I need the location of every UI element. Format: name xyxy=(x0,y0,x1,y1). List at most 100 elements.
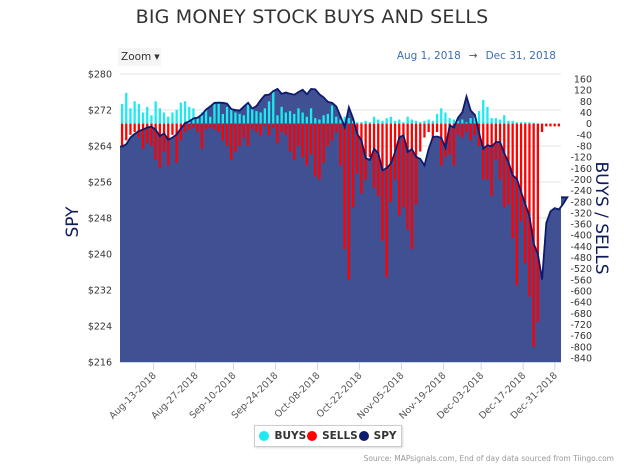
sells-bar xyxy=(423,123,426,138)
sells-bar xyxy=(259,123,262,135)
sells-bar xyxy=(515,123,518,286)
buys-bar xyxy=(251,108,254,124)
y-right-tick-label: -280 xyxy=(570,197,592,208)
sells-bar xyxy=(297,123,300,146)
buys-bar xyxy=(419,122,422,124)
sells-bar xyxy=(318,123,321,180)
sells-bar xyxy=(431,123,434,141)
date-range-from[interactable]: Aug 1, 2018 xyxy=(396,50,461,62)
buys-bar xyxy=(368,122,371,124)
buys-bar xyxy=(129,108,132,124)
buys-bar xyxy=(427,119,430,124)
buys-bar xyxy=(385,118,388,124)
y-right-tick-label: -800 xyxy=(570,342,592,353)
date-range[interactable]: Aug 1, 2018 → Dec 31, 2018 xyxy=(397,50,556,62)
buys-bar xyxy=(288,111,292,124)
y-right-tick-label: -160 xyxy=(570,164,592,175)
buys-bar xyxy=(393,120,397,124)
sells-dot-icon xyxy=(307,431,318,441)
sells-bar xyxy=(536,123,539,322)
buys-bar xyxy=(246,104,250,124)
legend: BUYS SELLS SPY xyxy=(254,425,402,447)
sells-bar xyxy=(175,123,178,163)
arrow-right-icon: → xyxy=(468,50,478,62)
sells-bar xyxy=(167,123,170,166)
sells-bar xyxy=(364,123,367,180)
sells-bar xyxy=(301,123,304,158)
buys-bar xyxy=(482,99,485,124)
date-range-to[interactable]: Dec 31, 2018 xyxy=(485,50,556,62)
buys-bar xyxy=(406,116,409,124)
y-left-tick-label: $232 xyxy=(88,286,112,297)
sells-bar xyxy=(196,123,199,132)
sells-bar xyxy=(234,123,237,152)
sells-bar xyxy=(473,123,476,135)
sells-bar xyxy=(251,123,254,130)
sells-bar xyxy=(246,123,250,146)
legend-item-sells[interactable]: SELLS xyxy=(307,430,358,442)
sells-bar xyxy=(557,123,560,127)
sells-bar xyxy=(255,123,258,132)
sells-bar xyxy=(125,123,128,141)
sells-bar xyxy=(519,123,523,222)
zoom-button[interactable]: Zoom ▼ xyxy=(118,48,161,66)
buys-bar xyxy=(318,119,321,124)
sells-bar xyxy=(183,123,187,132)
sells-bar xyxy=(263,123,266,127)
buys-bar xyxy=(456,120,460,124)
sells-bar xyxy=(452,123,455,166)
sells-bar xyxy=(141,123,145,149)
buys-bar xyxy=(301,112,304,124)
y-right-axis-title: BUYS / SELLS xyxy=(591,161,611,274)
sells-bar xyxy=(398,123,401,216)
buys-bar xyxy=(267,101,271,124)
sells-bar xyxy=(490,123,493,197)
spy-line-group xyxy=(120,87,569,280)
y-right-tick-label: -200 xyxy=(570,175,592,186)
buys-bar xyxy=(423,120,426,124)
buys-bar xyxy=(167,116,170,124)
buys-bar xyxy=(213,104,216,124)
y-right-tick-label: 0 xyxy=(586,119,592,130)
sells-bar xyxy=(356,123,359,174)
buys-bar xyxy=(377,119,380,124)
buys-bar xyxy=(259,112,262,124)
sells-bar xyxy=(351,123,355,208)
buys-bar xyxy=(171,112,174,124)
legend-item-spy[interactable]: SPY xyxy=(358,430,397,442)
sells-bar xyxy=(486,123,489,180)
legend-label-spy: SPY xyxy=(373,430,397,442)
sells-bar xyxy=(427,123,430,132)
sells-bar xyxy=(276,123,279,144)
y-right-tick-label: 80 xyxy=(580,97,592,108)
legend-item-buys[interactable]: BUYS xyxy=(259,430,306,442)
buys-bar xyxy=(431,120,434,124)
sells-bar xyxy=(129,123,132,135)
sells-bar xyxy=(511,123,514,238)
buys-bar xyxy=(490,118,493,124)
sells-bar xyxy=(146,123,149,144)
buys-bar xyxy=(398,119,401,124)
sells-bar xyxy=(204,123,208,130)
sells-bar xyxy=(305,123,308,166)
y-right-tick-label: -360 xyxy=(570,220,592,231)
buys-bar xyxy=(183,101,187,124)
sells-bar xyxy=(225,123,229,146)
sells-bar xyxy=(272,123,275,128)
sells-bar xyxy=(498,123,502,180)
buys-bar xyxy=(158,108,161,124)
spy-line xyxy=(120,87,569,280)
buys-bar xyxy=(410,119,413,124)
buys-bar xyxy=(293,113,296,124)
buys-bar xyxy=(137,104,140,124)
y-right-tick-label: 160 xyxy=(574,75,592,86)
sells-bar xyxy=(188,123,191,130)
buys-bar xyxy=(351,120,355,124)
buys-bar xyxy=(435,113,439,124)
sells-bar xyxy=(414,123,418,205)
y-right-tick-label: -40 xyxy=(576,130,592,141)
y-right-tick-label: -720 xyxy=(570,320,592,331)
y-left-tick-label: $256 xyxy=(88,178,112,189)
buys-bar xyxy=(263,108,266,124)
buys-bar xyxy=(234,112,237,124)
